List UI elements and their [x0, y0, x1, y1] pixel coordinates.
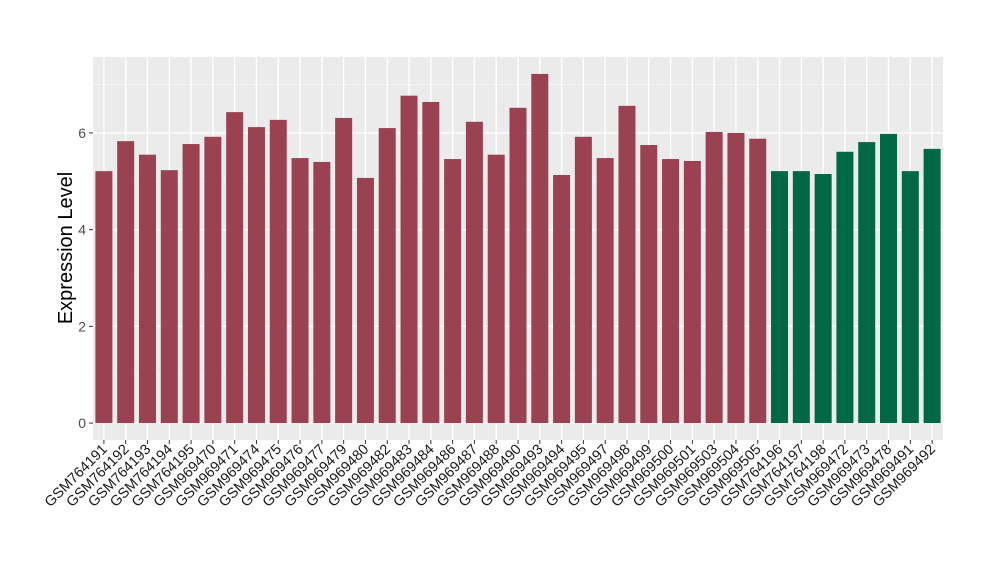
bar — [204, 136, 222, 424]
bar — [814, 174, 832, 424]
bar — [378, 128, 396, 424]
bar — [640, 145, 658, 424]
bar — [683, 160, 701, 424]
bar — [422, 101, 440, 424]
bar — [553, 174, 571, 424]
bar — [509, 107, 527, 424]
bar — [836, 151, 854, 424]
bar — [880, 133, 898, 424]
bar — [291, 158, 309, 424]
bar — [923, 148, 941, 424]
y-tick-label: 6 — [78, 125, 86, 141]
bar — [138, 154, 156, 424]
bar — [400, 95, 418, 424]
bar — [444, 159, 462, 424]
bar — [487, 154, 505, 424]
bar — [901, 171, 919, 424]
bar — [247, 127, 265, 424]
bar — [117, 141, 135, 424]
bar — [705, 131, 723, 424]
bar — [531, 73, 549, 424]
bar — [182, 144, 200, 424]
bar — [727, 132, 745, 424]
y-tick-label: 4 — [78, 222, 86, 238]
bar — [574, 136, 592, 424]
bar — [618, 105, 636, 424]
bar — [356, 177, 374, 424]
y-axis-label: Expression Level — [55, 172, 77, 324]
bar — [313, 161, 331, 424]
bar — [858, 142, 876, 424]
bar — [749, 138, 767, 424]
bar — [95, 171, 113, 424]
bar — [226, 112, 244, 424]
bar — [335, 117, 353, 424]
y-tick-label: 0 — [78, 415, 86, 431]
bar — [465, 121, 483, 424]
bar — [596, 158, 614, 424]
bar — [160, 170, 178, 424]
bar — [792, 171, 810, 424]
y-tick-label: 2 — [78, 318, 86, 334]
bar — [771, 171, 789, 424]
bar — [662, 159, 680, 424]
bar — [269, 119, 287, 424]
